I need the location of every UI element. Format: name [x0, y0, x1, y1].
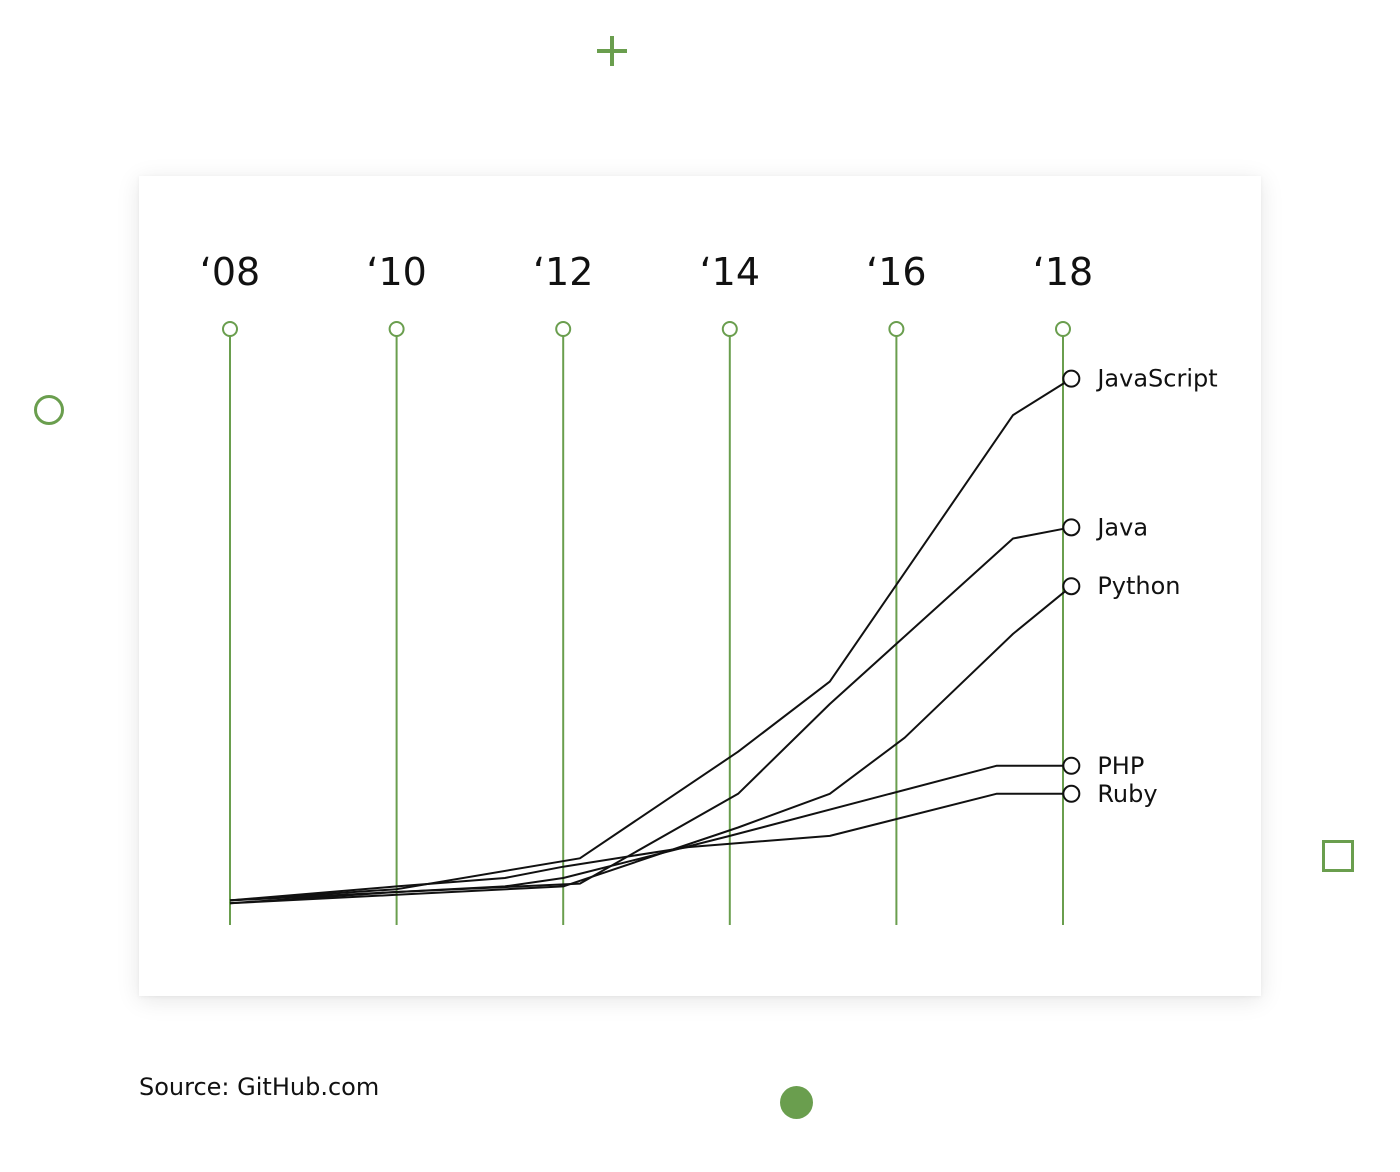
- series-end-markers: [1062, 369, 1081, 803]
- gridline-top-marker: [555, 321, 572, 337]
- dot-icon: [780, 1086, 813, 1119]
- gridline-top-marker: [1055, 321, 1071, 337]
- x-tick-labels: ‘08 ‘10 ‘12 ‘14 ‘16 ‘18: [200, 250, 1093, 294]
- series-end-marker-python: [1062, 577, 1081, 596]
- series-end-marker-java: [1062, 518, 1081, 537]
- gridline-top-marker: [388, 321, 405, 337]
- series-end-marker-ruby: [1062, 784, 1081, 803]
- x-tick-label: ‘14: [700, 250, 760, 294]
- x-tick-label: ‘18: [1033, 250, 1093, 294]
- plus-icon: [597, 36, 627, 66]
- series-label-ruby: Ruby: [1097, 780, 1157, 808]
- source-caption: Source: GitHub.com: [139, 1073, 380, 1101]
- year-gridlines: [222, 321, 1071, 925]
- x-tick-label: ‘08: [200, 250, 260, 294]
- series-label-php: PHP: [1097, 752, 1144, 780]
- x-tick-label: ‘12: [533, 250, 593, 294]
- series-end-marker-php: [1062, 756, 1081, 775]
- series-label-javascript: JavaScript: [1095, 365, 1217, 393]
- ring-icon: [34, 395, 64, 425]
- x-tick-label: ‘10: [366, 250, 426, 294]
- series-line-php: [229, 764, 1064, 902]
- series-line-java: [229, 527, 1064, 905]
- series-end-marker-javascript: [1062, 369, 1081, 388]
- square-icon: [1322, 840, 1354, 872]
- series-lines: [229, 382, 1066, 905]
- gridline-top-marker: [222, 321, 238, 337]
- series-line-python: [229, 590, 1066, 905]
- x-tick-label: ‘16: [866, 250, 926, 294]
- series-label-java: Java: [1095, 513, 1148, 541]
- series-line-ruby: [229, 792, 1064, 902]
- gridline-top-marker: [721, 321, 738, 337]
- gridline-top-marker: [888, 321, 905, 337]
- series-line-javascript: [229, 382, 1066, 902]
- series-label-python: Python: [1097, 572, 1180, 600]
